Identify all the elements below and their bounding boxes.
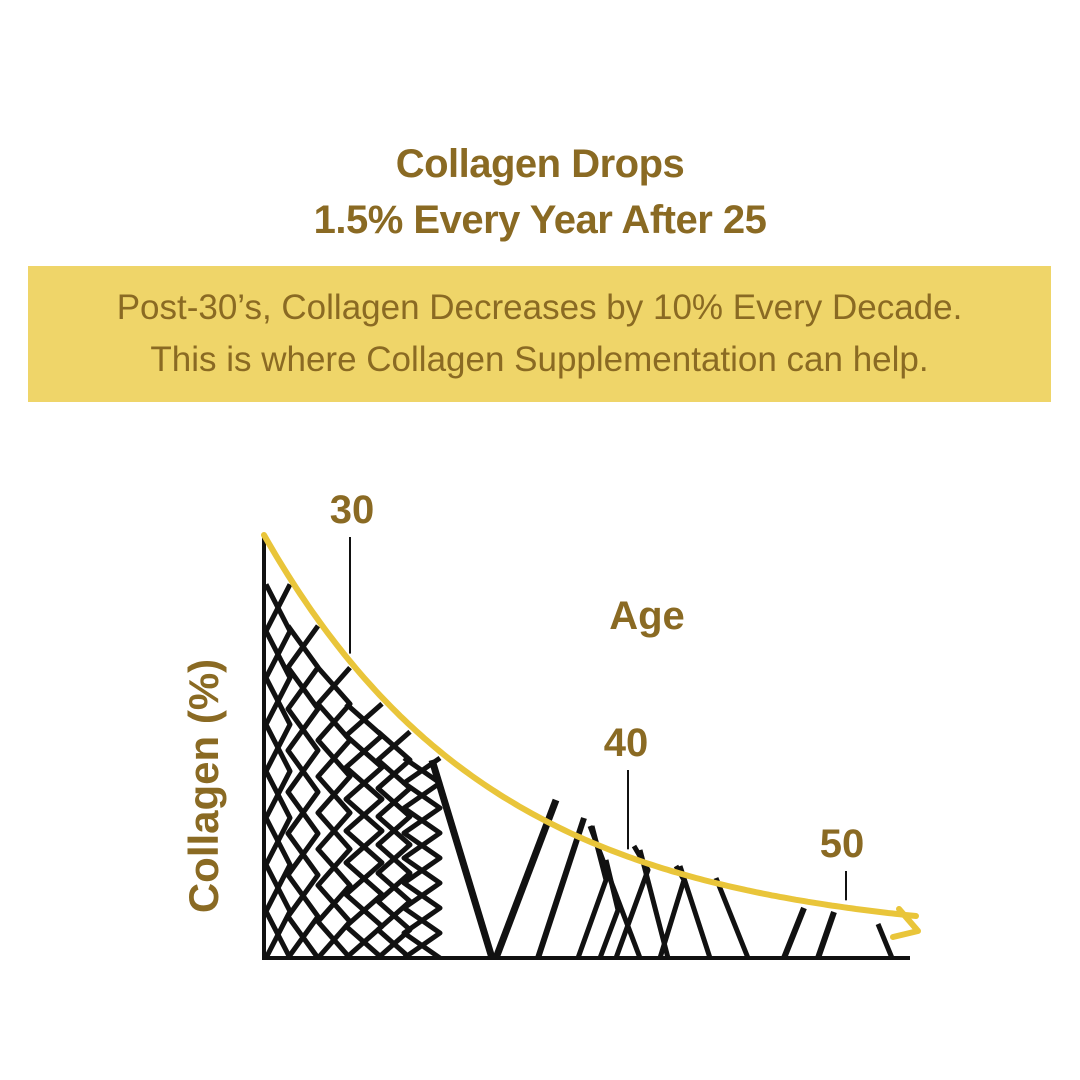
collagen-fiber	[401, 755, 443, 961]
chart-subtitle: 1.5% Every Year After 25	[313, 198, 767, 242]
collagen-fiber	[875, 923, 895, 959]
collagen-fiber	[535, 817, 587, 959]
chart-title: Collagen Drops	[395, 142, 685, 186]
y-axis-label: Collagen (%)	[180, 659, 227, 913]
info-banner: Post-30’s, Collagen Decreases by 10% Eve…	[28, 266, 1051, 402]
collagen-fiber	[315, 665, 353, 960]
banner-line-1: Post-30’s, Collagen Decreases by 10% Eve…	[116, 288, 963, 327]
collagen-fiber	[428, 758, 496, 960]
collagen-fiber	[375, 729, 413, 960]
collagen-fiber	[713, 877, 751, 959]
collagen-fiber	[343, 701, 385, 960]
collagen-fiber	[285, 624, 321, 960]
collagen-fiber	[375, 729, 413, 960]
tick-label-50: 50	[820, 822, 865, 866]
curve-arrowhead	[890, 906, 921, 940]
collagen-fiber	[815, 911, 837, 959]
collagen-fiber	[343, 701, 385, 960]
collagen-fiber	[677, 865, 713, 959]
collagen-fiber	[263, 583, 293, 960]
tick-label-30: 30	[330, 488, 375, 532]
tick-group: 30 40 50	[330, 488, 865, 901]
collagen-mesh	[263, 583, 895, 961]
collagen-fiber	[492, 798, 560, 960]
x-axis-label: Age	[609, 594, 685, 638]
collagen-fiber	[657, 864, 687, 959]
collagen-fiber	[781, 906, 807, 960]
collagen-fiber	[401, 755, 443, 961]
collagen-fiber	[315, 665, 353, 960]
collagen-fiber	[285, 624, 321, 960]
collagen-curve	[261, 532, 919, 919]
banner-line-2: This is where Collagen Supplementation c…	[150, 340, 929, 379]
tick-label-40: 40	[604, 721, 649, 765]
